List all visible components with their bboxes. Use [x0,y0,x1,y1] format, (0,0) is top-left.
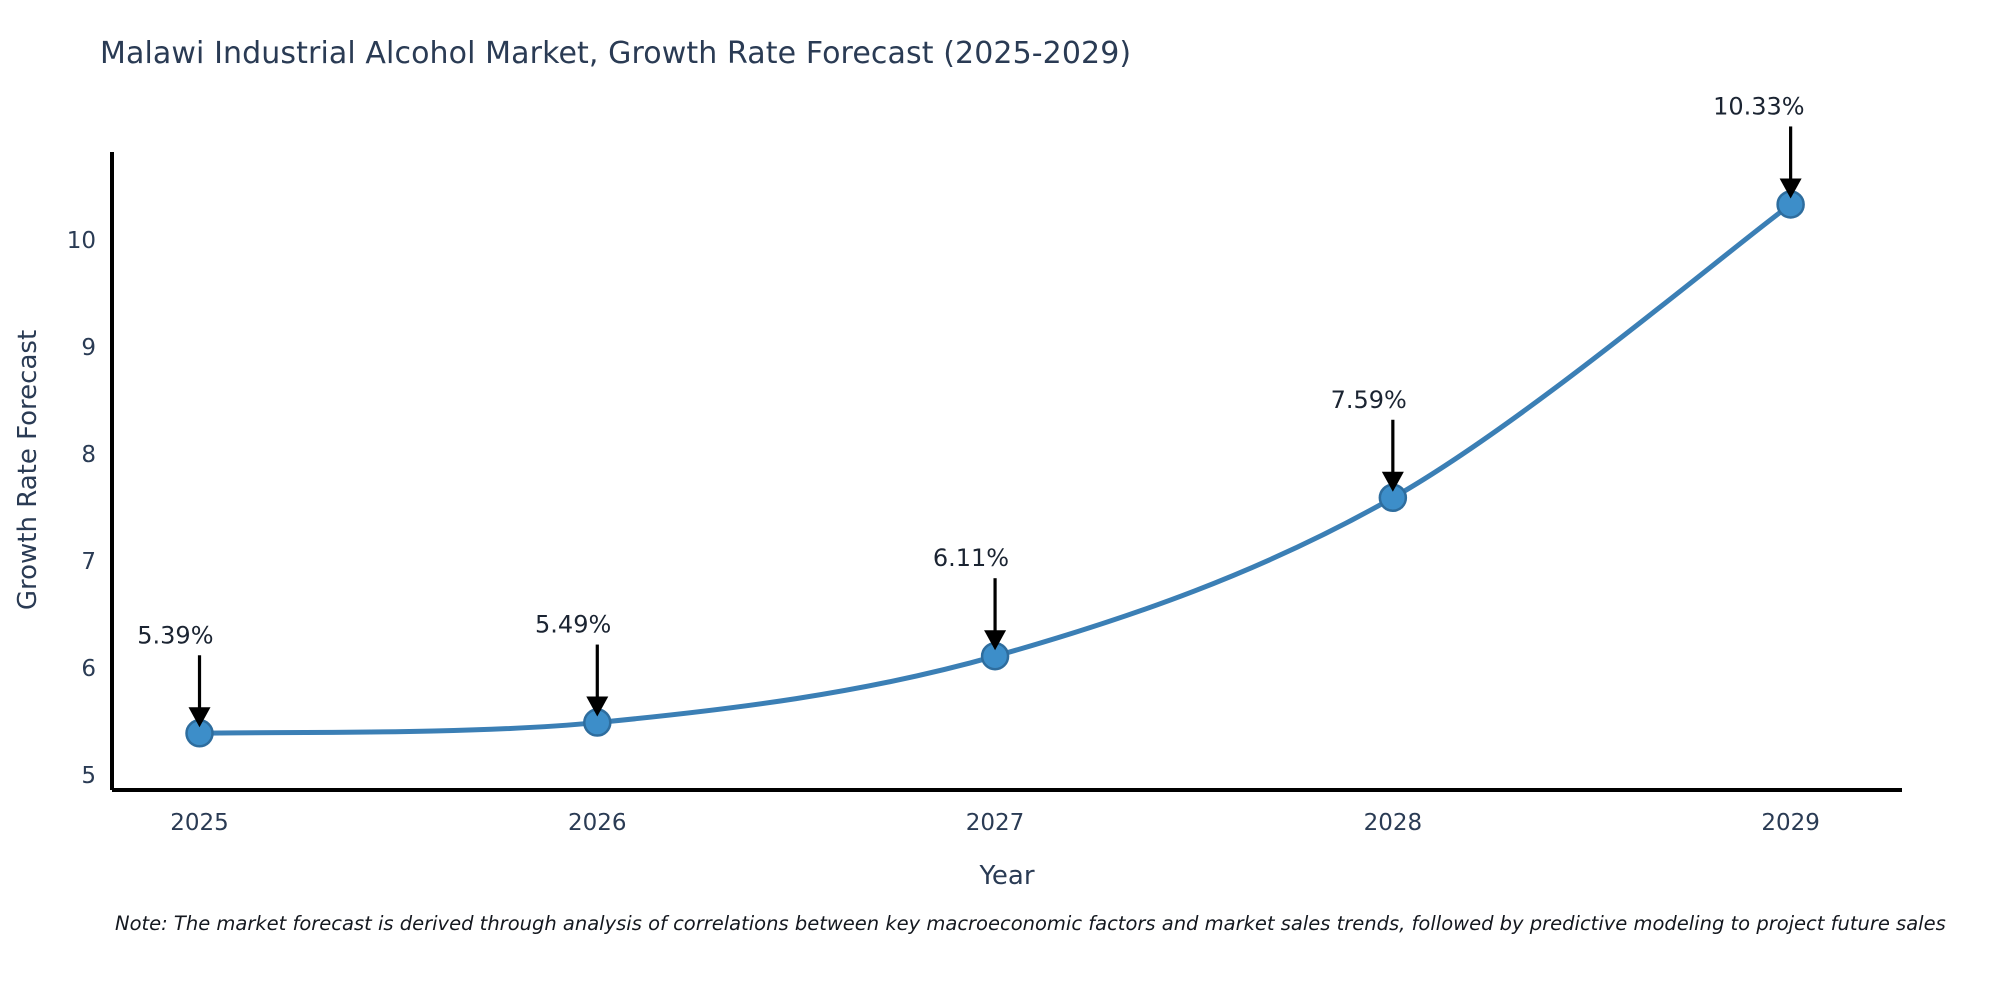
y-axis-title: Growth Rate Forecast [13,330,43,610]
y-axis-tick-label: 7 [81,549,96,575]
annotation-arrow-head [1381,471,1404,492]
data-point-label: 5.39% [137,621,213,649]
y-axis-tick-label: 6 [81,656,96,682]
annotation-arrow-head [586,696,609,717]
chart-footnote: Note: The market forecast is derived thr… [115,912,1946,935]
y-axis-tick-labels: 5 6 7 8 9 10 [67,228,96,789]
x-axis-tick-label: 2026 [568,810,627,836]
annotation-arrow-head [1779,178,1802,199]
x-axis-tick-label: 2029 [1761,810,1820,836]
x-axis-tick-label: 2028 [1364,810,1423,836]
data-point-label: 6.11% [933,544,1009,572]
y-axis-tick-label: 9 [81,335,96,361]
y-axis-tick-label: 5 [81,763,96,789]
annotation-arrow-head [984,630,1007,651]
y-axis-tick-label: 10 [67,228,96,254]
x-axis-tick-labels: 2025 2026 2027 2028 2029 [170,810,1820,836]
y-axis-tick-label: 8 [81,442,96,468]
data-point-label: 5.49% [535,611,611,639]
x-axis-tick-label: 2027 [966,810,1025,836]
x-axis-tick-label: 2025 [170,810,229,836]
chart-title: Malawi Industrial Alcohol Market, Growth… [100,36,1132,71]
annotation-arrow-head [188,707,211,728]
data-point-label: 7.59% [1331,386,1407,414]
point-annotations: 5.39% 5.49% 6.11% 7.59% 10.33% [137,92,1805,728]
data-point-label: 10.33% [1713,92,1805,120]
x-axis-title: Year [978,861,1034,891]
series-markers [185,190,1805,748]
